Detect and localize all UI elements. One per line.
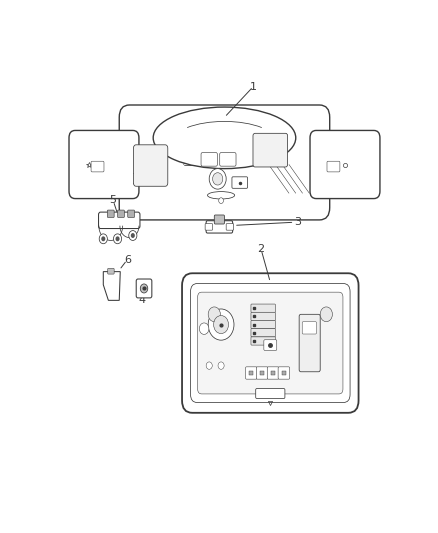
FancyBboxPatch shape (251, 320, 276, 329)
Circle shape (209, 168, 226, 189)
FancyBboxPatch shape (302, 322, 317, 334)
Text: 2: 2 (258, 245, 265, 254)
Circle shape (206, 362, 212, 369)
Ellipse shape (208, 191, 235, 199)
FancyBboxPatch shape (198, 292, 343, 394)
FancyBboxPatch shape (256, 367, 268, 379)
Circle shape (199, 323, 209, 334)
Circle shape (212, 173, 223, 185)
Polygon shape (103, 272, 120, 301)
FancyBboxPatch shape (327, 161, 340, 172)
FancyBboxPatch shape (214, 215, 224, 224)
FancyBboxPatch shape (246, 367, 257, 379)
FancyBboxPatch shape (267, 367, 279, 379)
FancyBboxPatch shape (226, 224, 233, 230)
FancyBboxPatch shape (251, 304, 276, 312)
Circle shape (214, 316, 229, 334)
FancyBboxPatch shape (69, 131, 139, 199)
FancyBboxPatch shape (117, 210, 124, 217)
FancyBboxPatch shape (182, 273, 359, 413)
FancyBboxPatch shape (251, 329, 276, 337)
Circle shape (131, 233, 135, 238)
FancyBboxPatch shape (264, 340, 277, 350)
FancyBboxPatch shape (220, 152, 236, 166)
FancyBboxPatch shape (310, 131, 380, 199)
FancyBboxPatch shape (299, 314, 320, 372)
Circle shape (129, 231, 137, 240)
Circle shape (99, 234, 107, 244)
Circle shape (101, 236, 105, 241)
Text: 1: 1 (250, 82, 257, 92)
FancyBboxPatch shape (201, 152, 217, 166)
FancyBboxPatch shape (253, 133, 288, 167)
FancyBboxPatch shape (91, 161, 104, 172)
FancyBboxPatch shape (99, 212, 140, 229)
FancyBboxPatch shape (232, 177, 247, 188)
Circle shape (116, 236, 120, 241)
Circle shape (219, 198, 223, 204)
Circle shape (320, 307, 332, 322)
FancyBboxPatch shape (119, 105, 330, 220)
Circle shape (140, 284, 148, 293)
FancyBboxPatch shape (278, 367, 290, 379)
FancyBboxPatch shape (134, 145, 168, 186)
FancyBboxPatch shape (206, 221, 233, 233)
FancyBboxPatch shape (191, 284, 350, 402)
FancyBboxPatch shape (108, 268, 114, 274)
FancyBboxPatch shape (136, 279, 152, 298)
FancyBboxPatch shape (107, 210, 114, 217)
Text: 4: 4 (139, 295, 146, 305)
Circle shape (113, 234, 122, 244)
Text: 5: 5 (110, 195, 117, 205)
Text: 3: 3 (294, 217, 301, 228)
FancyBboxPatch shape (128, 210, 134, 217)
FancyBboxPatch shape (251, 337, 276, 345)
FancyBboxPatch shape (256, 389, 285, 399)
Circle shape (218, 362, 224, 369)
Ellipse shape (153, 107, 296, 168)
FancyBboxPatch shape (205, 224, 212, 230)
Circle shape (208, 309, 234, 340)
Text: 6: 6 (124, 255, 131, 265)
Circle shape (208, 307, 220, 322)
FancyBboxPatch shape (251, 312, 276, 320)
